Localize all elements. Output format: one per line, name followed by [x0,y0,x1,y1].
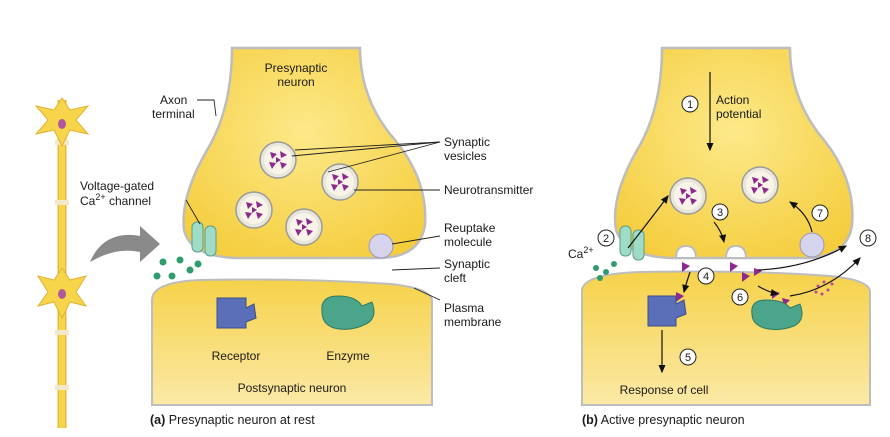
receptor [216,297,257,329]
synaptic-cleft-label-1: Synaptic [444,257,490,271]
plasma-membrane-label-1: Plasma [444,301,484,315]
vesicle [321,163,359,201]
axon-terminal-label-2: terminal [152,107,195,121]
enzyme-label: Enzyme [326,349,370,363]
enzyme [751,299,803,331]
synaptic-vesicles-label-1: Synaptic [444,135,490,149]
reuptake-label-1: Reuptake [444,221,496,235]
step-7: 7 [817,208,823,220]
vesicle [235,191,273,229]
ca2-label: Ca2+ [568,245,594,261]
response-of-cell-label: Response of cell [620,383,709,397]
degraded-fragments [814,280,834,296]
step-6: 6 [737,292,743,304]
vesicle [259,141,297,179]
zoom-arrow [90,226,160,262]
vesicle [669,177,707,215]
step-2: 2 [603,233,609,245]
enzyme [321,295,375,330]
reuptake-molecule [368,233,394,259]
ca-channel [191,221,217,257]
small-neuron [34,97,90,428]
step-1: 1 [687,99,693,111]
action-potential-label-1: Action [716,93,749,107]
step-5: 5 [685,352,691,364]
action-potential-label-2: potential [716,107,761,121]
step-4: 4 [703,271,709,283]
receptor-label: Receptor [212,349,261,363]
vesicle [741,166,779,204]
panel-a [151,46,433,406]
ca-ions [593,261,617,281]
axon-terminal-label-1: Axon [160,93,187,107]
process-arrows [627,72,861,374]
reuptake-molecule [799,232,825,258]
vesicle [285,208,323,246]
caption-a: (a) Presynaptic neuron at rest [150,413,315,427]
plasma-membrane-label-2: membrane [444,315,502,329]
caption-b: (b) Active presynaptic neuron [582,413,745,427]
ca-ions [153,256,202,280]
presynaptic-neuron-label-2: neuron [277,75,314,89]
synaptic-vesicles-label-2: vesicles [444,149,487,163]
voltage-gated-label-1: Voltage-gated [80,179,154,193]
leader-lines-a [185,99,441,301]
synaptic-cleft-label-2: cleft [444,271,467,285]
step-3: 3 [717,207,723,219]
step-8: 8 [865,233,871,245]
step-markers: 1 2 3 4 5 6 7 8 [597,95,877,366]
postsynaptic-neuron-label: Postsynaptic neuron [238,381,347,395]
receptor [647,295,687,327]
neurotransmitter-label: Neurotransmitter [444,183,533,197]
reuptake-label-2: molecule [444,235,492,249]
voltage-gated-label-2: Ca2+ channel [80,192,151,208]
presynaptic-neuron-label-1: Presynaptic [265,61,328,75]
